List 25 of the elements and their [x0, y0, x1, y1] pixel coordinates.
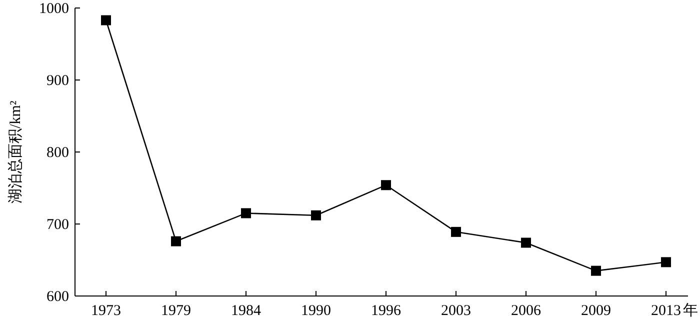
y-tick-label: 700: [46, 217, 69, 233]
point: [381, 180, 391, 190]
y-axis-title: 湖泊总面积/km²: [7, 100, 24, 204]
point: [171, 236, 181, 246]
point: [591, 266, 601, 276]
x-tick-label: 1984: [231, 303, 262, 319]
x-tick-label: 2003: [441, 303, 471, 319]
point: [241, 208, 251, 218]
x-tick-label: 2013: [651, 303, 681, 319]
x-axis-title: 年: [683, 302, 698, 319]
point: [521, 238, 531, 248]
x-tick-label: 2009: [581, 303, 611, 319]
x-tick-label: 1996: [371, 303, 402, 319]
point: [661, 257, 671, 268]
x-tick-label: 1979: [161, 303, 191, 319]
x-tick-label: 2006: [511, 303, 542, 319]
point: [311, 210, 321, 220]
point: [101, 15, 111, 26]
x-tick-label: 1973: [91, 303, 121, 319]
x-tick-label: 1990: [301, 303, 331, 319]
y-tick-label: 600: [46, 289, 69, 305]
point: [451, 226, 461, 237]
y-tick-label: 800: [46, 145, 69, 161]
y-tick-label: 1000: [39, 1, 69, 17]
y-tick-label: 900: [46, 73, 69, 89]
